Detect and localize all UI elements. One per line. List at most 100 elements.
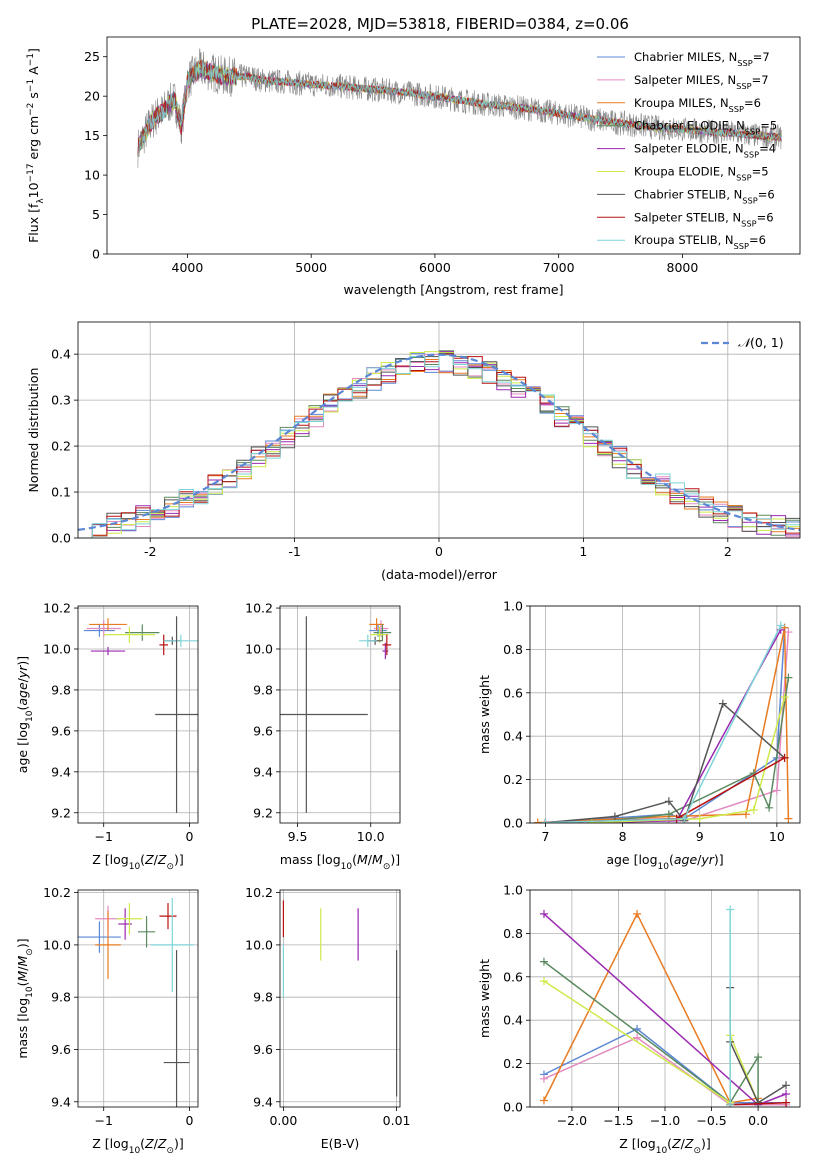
y-tick-label: 20	[84, 89, 100, 104]
x-axis-label: Z [log10(Z/Z⊙)]	[92, 1136, 184, 1156]
error-bar-salpeter-miles	[86, 620, 121, 637]
series-line	[543, 912, 759, 1104]
axes-frame	[529, 889, 801, 1108]
series-salpeter-elodie	[587, 625, 785, 823]
data-point	[539, 977, 548, 986]
mass-vs-z-panel: −1 0 9.4 9.6 9.8 10.0 10.2 Z [log10(Z/Z⊙)] mass …	[15, 885, 199, 1156]
x-tick-label: 0.00	[269, 1113, 297, 1128]
histogram-kroupa-elodie	[78, 351, 800, 538]
error-bars	[78, 897, 194, 1107]
data-point	[754, 1053, 763, 1062]
x-tick-label: 0	[185, 829, 193, 844]
y-tick-label: 0.2	[503, 772, 523, 787]
x-tick-label: −2.0	[557, 1113, 587, 1128]
model-line-kroupa-stelib	[137, 60, 782, 157]
y-tick-label: 9.6	[253, 723, 273, 738]
legend-entry: 𝒩(0, 1)	[738, 335, 784, 350]
spectrum-lines	[137, 48, 782, 168]
legend-entry: Salpeter ELODIE, NSSP=4	[634, 142, 776, 160]
x-axis-label: (data-model)/error	[381, 567, 498, 582]
legend-entry: Chabrier STELIB, NSSP=6	[634, 187, 775, 205]
x-tick-label: 0	[185, 1113, 193, 1128]
x-tick-label: 0.0	[748, 1113, 768, 1128]
y-tick-label: 9.8	[253, 682, 273, 697]
x-tick-label: 6000	[419, 260, 451, 275]
y-tick-label: 10.2	[43, 885, 71, 900]
x-tick-label: 1	[579, 544, 587, 559]
spectrum-panel: 4000 5000 6000 7000 8000 0 5 10 15 20 25 Chabrier M…	[26, 36, 801, 297]
y-tick-label: 9.6	[51, 723, 71, 738]
error-bar-kroupa-miles	[95, 910, 121, 979]
x-tick-label: 9	[696, 829, 704, 844]
data-point	[726, 1100, 735, 1107]
series-salpeter-miles	[541, 628, 793, 823]
data-point	[772, 786, 781, 795]
residuals-panel: -2 -1 0 1 2 0.0 0.1 0.2 0.3 0.4 𝒩(0, 1) (data-model…	[26, 321, 801, 582]
histogram-kroupa-stelib	[78, 354, 800, 538]
weight-vs-z-panel: −2.0 −1.5 −1.0 −0.5 0.0 0.0 0.2 0.4 0.6 0.8 1.0 Z […	[477, 883, 801, 1156]
y-tick-label: 0.4	[503, 1013, 523, 1028]
series-line	[591, 629, 782, 823]
series-kroupa-elodie	[587, 693, 789, 823]
data-point	[782, 1089, 791, 1098]
data-point	[782, 1081, 791, 1090]
x-tick-label: 8	[619, 829, 627, 844]
error-bar-chabrier-stelib	[163, 950, 190, 1107]
x-axis-label: Z [log10(Z/Z⊙)]	[619, 1136, 711, 1156]
x-tick-label: -1	[288, 544, 300, 559]
histograms	[78, 350, 800, 538]
y-tick-label: 10.2	[43, 601, 71, 616]
series-line	[545, 627, 786, 823]
y-axis-label: mass weight	[477, 959, 492, 1038]
weight-lines	[539, 905, 791, 1107]
series-line	[591, 696, 786, 823]
weight-lines	[533, 621, 793, 823]
data-point	[539, 1096, 548, 1105]
data-point	[539, 909, 548, 918]
x-tick-label: 10.0	[357, 829, 385, 844]
x-tick-label: 9.5	[288, 829, 308, 844]
y-tick-label: 10.0	[43, 641, 71, 656]
error-bar-salpeter-elodie	[90, 646, 126, 656]
error-bar-kroupa-stelib	[359, 634, 377, 647]
x-axis-label: Z [log10(Z/Z⊙)]	[92, 852, 184, 872]
axes-frame	[279, 889, 401, 1108]
data-point	[718, 699, 727, 708]
y-tick-label: 0.4	[51, 347, 71, 362]
legend-entry: Kroupa ELODIE, NSSP=5	[634, 165, 769, 183]
data-point	[765, 803, 774, 812]
y-tick-label: 0.6	[503, 685, 523, 700]
x-tick-label: 0	[435, 544, 443, 559]
data-point	[680, 814, 689, 823]
y-tick-label: 25	[84, 49, 100, 64]
y-tick-label: 5	[92, 207, 100, 222]
data-point	[780, 623, 789, 632]
error-bar-kroupa-elodie	[103, 626, 156, 643]
error-bar-kroupa-stelib	[163, 634, 198, 647]
data-point	[754, 1098, 763, 1107]
data-point	[539, 957, 548, 966]
weight-vs-age-panel: 7 8 9 10 0.0 0.2 0.4 0.6 0.8 1.0 age [log10(age/yr…	[477, 599, 801, 872]
y-tick-label: 9.8	[51, 682, 71, 697]
y-tick-label: 0.4	[503, 729, 523, 744]
y-tick-label: 9.2	[51, 805, 71, 820]
series-chabrier-miles	[541, 623, 789, 823]
series-chabrier-stelib	[541, 699, 789, 823]
y-tick-label: 9.6	[51, 1042, 71, 1057]
error-bar-salpeter-stelib	[382, 634, 392, 656]
error-bar-chabrier-miles	[84, 624, 115, 637]
y-tick-label: 0	[92, 247, 100, 262]
error-bar-kroupa-elodie	[116, 903, 143, 935]
legend-entry: Salpeter MILES, NSSP=7	[634, 73, 769, 91]
legend-entry: Chabrier ELODIE, NSSP=5	[634, 119, 777, 137]
y-tick-label: 9.4	[253, 764, 273, 779]
data-point	[664, 810, 673, 819]
x-tick-label: -2	[144, 544, 156, 559]
y-tick-label: 9.2	[253, 805, 273, 820]
x-tick-label: 4000	[172, 260, 204, 275]
observed-spectrum	[137, 48, 782, 168]
y-tick-label: 9.4	[51, 764, 71, 779]
y-tick-label: 9.4	[253, 1094, 273, 1109]
normal-reference-curve	[78, 353, 800, 531]
